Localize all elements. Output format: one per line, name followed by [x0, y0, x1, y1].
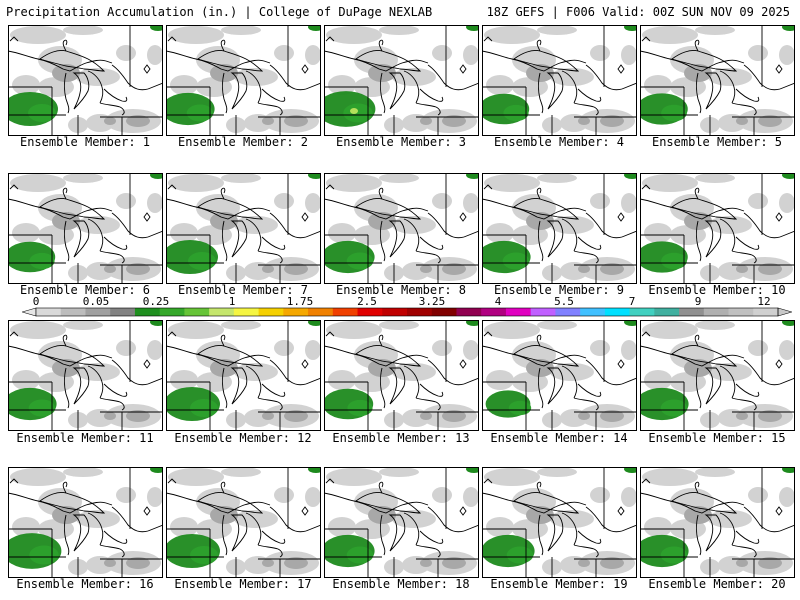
member-map-panel [640, 467, 795, 578]
colorbar-segment [209, 308, 235, 316]
colorbar-segment [604, 308, 631, 316]
colorbar-segment [654, 308, 680, 316]
colorbar-tick-label: 0.05 [83, 296, 110, 308]
colorbar-segment [505, 308, 532, 316]
member-label: Ensemble Member: 4 [493, 135, 625, 149]
member-label: Ensemble Member: 11 [16, 431, 154, 445]
colorbar-segment [431, 308, 457, 316]
member-map-panel [8, 467, 163, 578]
colorbar-segment [679, 308, 705, 316]
member-map-panel [8, 173, 163, 284]
member-map-panel [324, 173, 479, 284]
member-map-panel [640, 25, 795, 136]
member-label: Ensemble Member: 10 [648, 283, 786, 297]
colorbar-segment [555, 308, 581, 316]
colorbar-tick-label: 3.25 [419, 296, 446, 308]
member-map-panel [166, 320, 321, 431]
colorbar-segment [703, 308, 730, 316]
colorbar-segment [308, 308, 334, 316]
member-map-panel [324, 467, 479, 578]
colorbar-segment [85, 308, 111, 316]
member-label: Ensemble Member: 17 [174, 577, 312, 591]
colorbar-segment [134, 308, 161, 316]
colorbar-tick-label: 1 [229, 296, 236, 308]
member-map-panel [482, 25, 637, 136]
member-label: Ensemble Member: 13 [332, 431, 470, 445]
member-map-panel [166, 25, 321, 136]
precip-colorbar: 0 0.05 0.25 1 1.75 2.5 3.25 4 5.5 7 9 12 [20, 295, 794, 318]
colorbar-low-arrow [20, 307, 37, 317]
colorbar-segment [233, 308, 260, 316]
colorbar-segment [481, 308, 507, 316]
member-map-panel [8, 320, 163, 431]
member-label: Ensemble Member: 12 [174, 431, 312, 445]
member-label: Ensemble Member: 16 [16, 577, 154, 591]
member-map-panel [166, 173, 321, 284]
colorbar-segment [36, 308, 62, 316]
colorbar-tick-label: 0.25 [143, 296, 170, 308]
colorbar-segment [728, 308, 754, 316]
plot-title: Precipitation Accumulation (in.) | Colle… [6, 5, 433, 19]
colorbar-segment [184, 308, 210, 316]
colorbar-segment [332, 308, 359, 316]
colorbar-segment [283, 308, 309, 316]
colorbar-segment [159, 308, 185, 316]
colorbar-segment [580, 308, 606, 316]
member-label: Ensemble Member: 15 [648, 431, 786, 445]
colorbar-tick-label: 5.5 [554, 296, 574, 308]
member-label: Ensemble Member: 6 [19, 283, 151, 297]
colorbar-segment [753, 308, 779, 316]
member-label: Ensemble Member: 8 [335, 283, 467, 297]
colorbar-segment [456, 308, 482, 316]
colorbar-segment [629, 308, 655, 316]
member-label: Ensemble Member: 14 [490, 431, 628, 445]
member-label: Ensemble Member: 19 [490, 577, 628, 591]
colorbar-tick-label: 7 [629, 296, 636, 308]
member-map-panel [482, 173, 637, 284]
member-map-panel [482, 467, 637, 578]
member-map-panel [640, 173, 795, 284]
member-map-panel [324, 320, 479, 431]
colorbar-tick-label: 1.75 [287, 296, 314, 308]
member-label: Ensemble Member: 3 [335, 135, 467, 149]
colorbar-tick-label: 2.5 [357, 296, 377, 308]
colorbar-segment [407, 308, 433, 316]
colorbar-segment [110, 308, 136, 316]
member-map-panel [8, 25, 163, 136]
member-label: Ensemble Member: 7 [177, 283, 309, 297]
member-map-panel [324, 25, 479, 136]
colorbar-tick-label: 12 [757, 296, 770, 308]
member-map-panel [166, 467, 321, 578]
colorbar-tick-label: 4 [495, 296, 502, 308]
member-label: Ensemble Member: 5 [651, 135, 783, 149]
colorbar-tick-label: 9 [695, 296, 702, 308]
model-run-info: 18Z GEFS | F006 Valid: 00Z SUN NOV 09 20… [486, 5, 790, 19]
member-label: Ensemble Member: 2 [177, 135, 309, 149]
member-label: Ensemble Member: 20 [648, 577, 786, 591]
colorbar-segment [258, 308, 284, 316]
member-label: Ensemble Member: 18 [332, 577, 470, 591]
member-label: Ensemble Member: 1 [19, 135, 151, 149]
colorbar-segment [60, 308, 86, 316]
colorbar-tick-label: 0 [33, 296, 40, 308]
member-map-panel [482, 320, 637, 431]
colorbar-segment [530, 308, 556, 316]
colorbar-high-arrow [777, 307, 794, 317]
colorbar-segment [382, 308, 408, 316]
member-label: Ensemble Member: 9 [493, 283, 625, 297]
member-map-panel [640, 320, 795, 431]
colorbar-segment [357, 308, 383, 316]
